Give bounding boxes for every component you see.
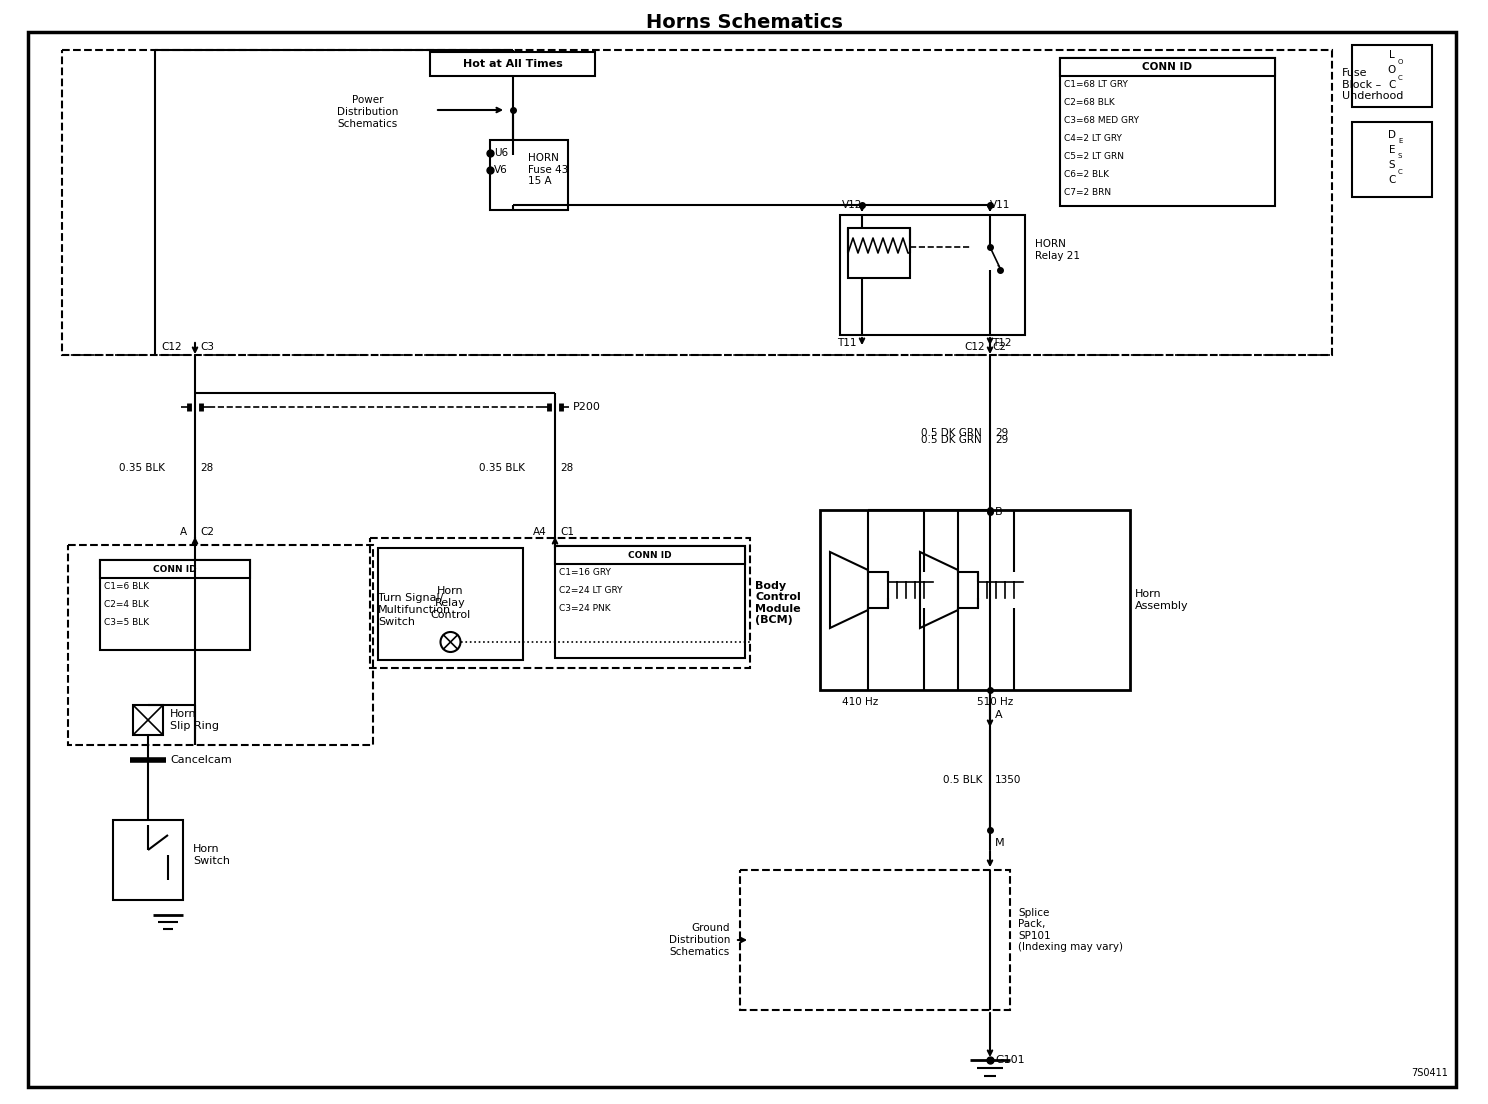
- Text: T11: T11: [838, 338, 857, 348]
- Text: S: S: [1399, 153, 1402, 159]
- Text: C3=5 BLK: C3=5 BLK: [104, 618, 149, 627]
- Text: C2: C2: [199, 527, 214, 537]
- Text: A4: A4: [533, 527, 548, 537]
- Text: HORN
Fuse 43
15 A: HORN Fuse 43 15 A: [528, 153, 568, 187]
- Text: CONN ID: CONN ID: [1143, 62, 1192, 72]
- Text: E: E: [1399, 138, 1402, 144]
- Bar: [100, 560, 250, 650]
- Text: 28: 28: [559, 463, 573, 473]
- Bar: [1353, 123, 1431, 197]
- Text: CONN ID: CONN ID: [628, 551, 671, 560]
- Bar: [555, 546, 745, 658]
- Text: 0.5 DK GRN: 0.5 DK GRN: [921, 428, 982, 438]
- Text: A: A: [995, 710, 1003, 720]
- Text: D: D: [1388, 130, 1396, 140]
- Text: 0.35 BLK: 0.35 BLK: [119, 463, 165, 473]
- Text: HORN
Relay 21: HORN Relay 21: [1036, 240, 1080, 261]
- Text: 410 Hz: 410 Hz: [842, 697, 878, 707]
- Text: Fuse
Block –
Underhood: Fuse Block – Underhood: [1342, 68, 1403, 102]
- Text: C3=68 MED GRY: C3=68 MED GRY: [1064, 116, 1138, 125]
- Text: CONN ID: CONN ID: [153, 564, 196, 573]
- Text: C4=2 LT GRY: C4=2 LT GRY: [1064, 134, 1122, 144]
- Text: Splice
Pack,
SP101
(Indexing may vary): Splice Pack, SP101 (Indexing may vary): [1018, 907, 1123, 953]
- Bar: [100, 560, 250, 578]
- Text: 0.5 DK GRN: 0.5 DK GRN: [921, 435, 982, 445]
- Text: C2=4 BLK: C2=4 BLK: [104, 599, 149, 609]
- Text: C6=2 BLK: C6=2 BLK: [1064, 170, 1109, 179]
- Bar: [848, 229, 911, 278]
- Text: V12: V12: [842, 200, 862, 210]
- Text: Power
Distribution
Schematics: Power Distribution Schematics: [338, 95, 399, 128]
- Text: C5=2 LT GRN: C5=2 LT GRN: [1064, 152, 1123, 161]
- Text: Body
Control
Module
(BCM): Body Control Module (BCM): [754, 581, 801, 625]
- Bar: [958, 572, 978, 608]
- Text: C12: C12: [161, 342, 182, 352]
- Text: C7=2 BRN: C7=2 BRN: [1064, 188, 1112, 197]
- Text: P200: P200: [573, 402, 601, 412]
- Bar: [1059, 59, 1275, 76]
- Bar: [378, 548, 522, 660]
- Text: M: M: [995, 838, 1004, 848]
- Bar: [371, 538, 750, 668]
- Text: C2=68 BLK: C2=68 BLK: [1064, 98, 1115, 107]
- Text: U6: U6: [494, 148, 507, 158]
- Text: C3=24 PNK: C3=24 PNK: [559, 604, 610, 613]
- Bar: [1353, 45, 1431, 107]
- Text: Ground
Distribution
Schematics: Ground Distribution Schematics: [668, 923, 731, 956]
- Text: Horns Schematics: Horns Schematics: [646, 12, 842, 32]
- Text: C: C: [1388, 79, 1396, 91]
- Text: C: C: [1388, 176, 1396, 185]
- Text: A: A: [180, 527, 187, 537]
- Text: 0.35 BLK: 0.35 BLK: [479, 463, 525, 473]
- Text: Cancelcam: Cancelcam: [170, 755, 232, 765]
- Text: C: C: [1399, 169, 1403, 176]
- Text: S: S: [1388, 160, 1396, 170]
- Bar: [490, 140, 568, 210]
- Text: G101: G101: [995, 1055, 1025, 1065]
- Text: Horn
Switch: Horn Switch: [193, 845, 231, 866]
- Text: C3: C3: [199, 342, 214, 352]
- Text: 510 Hz: 510 Hz: [978, 697, 1013, 707]
- Text: Horn
Slip Ring: Horn Slip Ring: [170, 709, 219, 731]
- Text: 1350: 1350: [995, 775, 1021, 785]
- Text: C: C: [1399, 75, 1403, 81]
- Text: 29: 29: [995, 435, 1009, 445]
- Text: Horn
Assembly: Horn Assembly: [1135, 590, 1189, 611]
- Text: C2: C2: [992, 342, 1006, 352]
- Text: 0.5 BLK: 0.5 BLK: [942, 775, 982, 785]
- Text: C12: C12: [964, 342, 985, 352]
- Text: V6: V6: [494, 164, 507, 176]
- Text: L: L: [1390, 50, 1394, 60]
- Text: E: E: [1388, 145, 1396, 155]
- Text: C1: C1: [559, 527, 574, 537]
- Bar: [1059, 59, 1275, 206]
- Bar: [820, 510, 1129, 690]
- Text: C1=6 BLK: C1=6 BLK: [104, 582, 149, 591]
- Bar: [430, 52, 595, 76]
- Text: O: O: [1399, 59, 1403, 65]
- Text: T12: T12: [992, 338, 1012, 348]
- Bar: [68, 545, 373, 745]
- Text: Hot at All Times: Hot at All Times: [463, 59, 562, 68]
- Text: C2=24 LT GRY: C2=24 LT GRY: [559, 586, 622, 595]
- Bar: [868, 572, 888, 608]
- Text: Horn
Relay
Control: Horn Relay Control: [430, 586, 470, 619]
- Text: O: O: [1388, 65, 1396, 75]
- Text: 7S0411: 7S0411: [1411, 1068, 1448, 1078]
- Bar: [132, 705, 164, 735]
- Bar: [740, 870, 1010, 1010]
- Bar: [62, 50, 1332, 355]
- Text: Turn Signal/
Multifunction
Switch: Turn Signal/ Multifunction Switch: [378, 594, 451, 627]
- Bar: [841, 215, 1025, 335]
- Text: B: B: [995, 507, 1003, 517]
- Text: C1=16 GRY: C1=16 GRY: [559, 567, 612, 577]
- Bar: [555, 546, 745, 564]
- Text: 29: 29: [995, 428, 1009, 438]
- Text: C1=68 LT GRY: C1=68 LT GRY: [1064, 79, 1128, 89]
- Bar: [113, 820, 183, 900]
- Text: 28: 28: [199, 463, 213, 473]
- Text: V11: V11: [990, 200, 1010, 210]
